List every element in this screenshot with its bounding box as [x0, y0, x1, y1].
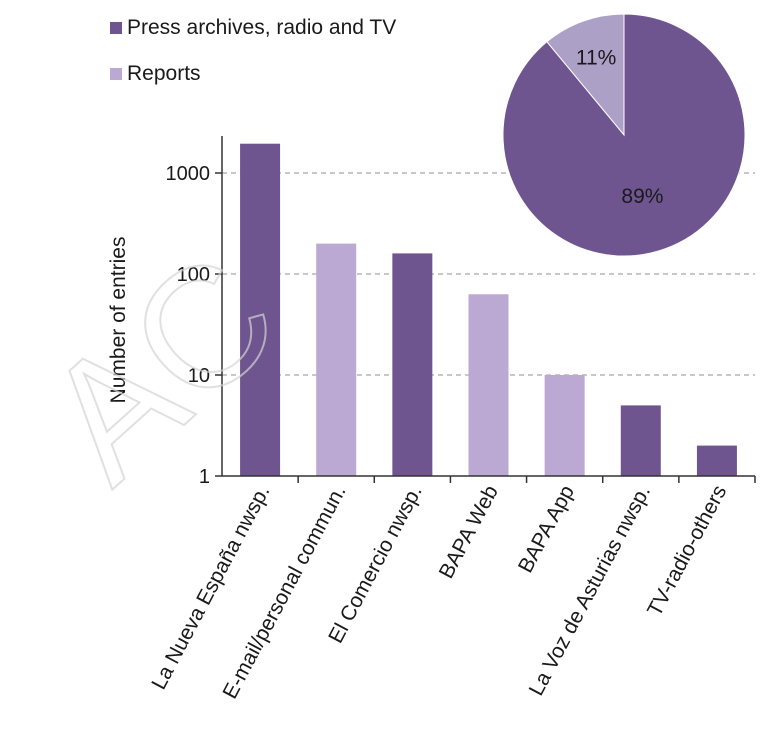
pie-slice-label: 11%: [576, 47, 616, 70]
y-tick-label: 1: [199, 466, 210, 488]
category-label: TV-radio-others: [643, 482, 731, 621]
legend: Press archives, radio and TV Reports: [110, 16, 396, 85]
pie-slice-label: 89%: [621, 185, 663, 208]
legend-label: Press archives, radio and TV: [127, 16, 396, 39]
y-tick-label: 100: [177, 264, 210, 286]
pie-chart: 11% 89%: [502, 13, 746, 257]
bar: [620, 405, 661, 476]
bar: [468, 294, 509, 476]
axes: [215, 136, 756, 483]
pie-slice: [546, 13, 625, 137]
bar: [696, 445, 737, 476]
y-tick-label: 1000: [166, 163, 211, 185]
bar: [392, 253, 433, 476]
y-tick-label: 10: [188, 365, 210, 387]
bar: [544, 375, 585, 476]
y-tick-labels: 1 10 100 1000: [166, 163, 211, 488]
category-labels: La Nueva España nwsp.E-mail/personal com…: [147, 482, 731, 703]
legend-swatch: [110, 68, 122, 80]
bar: [316, 243, 357, 476]
pie-slice: [502, 13, 746, 257]
category-label: BAPA App: [514, 482, 579, 577]
bar: [240, 143, 281, 477]
bars: [240, 143, 737, 477]
legend-swatch: [110, 22, 122, 34]
y-axis-label: Number of entries: [107, 237, 130, 404]
legend-label: Reports: [127, 62, 201, 85]
category-label: BAPA Web: [435, 482, 503, 583]
